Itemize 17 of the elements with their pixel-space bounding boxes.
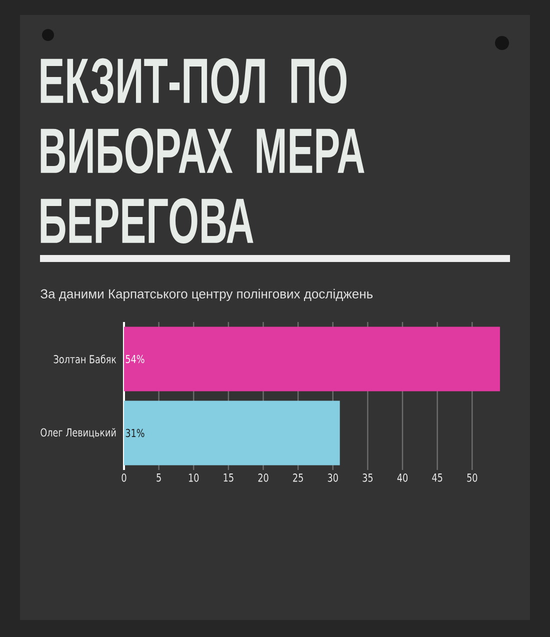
x-tick-label: 30 <box>328 474 338 482</box>
x-tick-label: 25 <box>293 474 303 482</box>
x-tick-label: 50 <box>467 474 478 482</box>
x-tick-label: 35 <box>362 474 373 482</box>
y-tick-label: Золтан Бабяк <box>54 354 116 364</box>
x-tick-label: 20 <box>258 474 268 482</box>
y-tick-label: Олег Левицький <box>40 428 116 438</box>
x-tick-label: 45 <box>432 474 442 482</box>
data-label: 31% <box>126 428 144 438</box>
x-tick-label: 0 <box>122 474 126 482</box>
x-tick-label: 15 <box>224 474 234 482</box>
chart-title: ЕКЗИТ-ПОЛ ПО ВИБОРАХ МЕРА БЕРЕГОВА <box>40 58 364 244</box>
x-tick-label: 40 <box>397 474 408 482</box>
x-tick-label: 10 <box>189 474 199 482</box>
chart-subtitle: За даними Карпатського центру полінгових досліджень <box>40 288 373 302</box>
data-label: 54% <box>126 354 144 364</box>
x-tick-label: 5 <box>156 474 161 482</box>
